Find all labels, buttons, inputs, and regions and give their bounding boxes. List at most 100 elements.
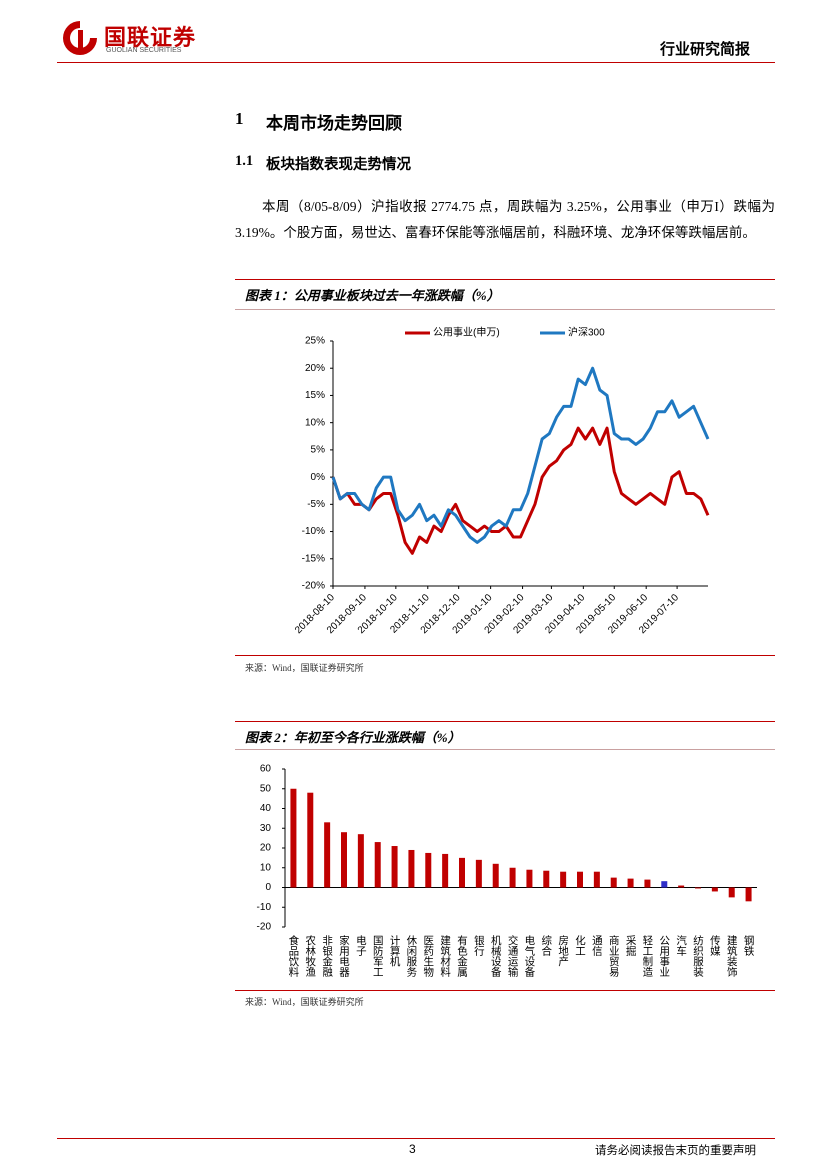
y-tick-label: 60: [260, 764, 272, 775]
figure-rule: [235, 279, 775, 280]
logo-text: 国联证券: [104, 26, 197, 51]
bar: [492, 863, 499, 888]
x-tick-label: 化工: [574, 934, 586, 956]
x-tick-label: 建筑材料: [439, 934, 451, 978]
y-tick-label: -10: [257, 902, 272, 913]
x-tick-label: 医药生物: [422, 935, 434, 978]
y-tick-label: 0%: [311, 472, 326, 483]
x-tick-label: 交通运输: [507, 934, 519, 978]
y-tick-label: 20: [260, 843, 272, 854]
y-tick-label: 5%: [311, 445, 326, 456]
logo-mark: [63, 21, 97, 55]
body-paragraph: 本周（8/05-8/09）沪指收报 2774.75 点，周跌幅为 3.25%，公…: [235, 199, 775, 240]
x-tick-label: 综合: [540, 934, 552, 957]
y-tick-label: -10%: [302, 526, 325, 537]
legend-label: 公用事业(申万): [433, 326, 500, 339]
line-chart: -20%-15%-10%-5%0%5%10%15%20%25%2018-08-1…: [293, 326, 710, 636]
legend-label: 沪深300: [568, 326, 605, 339]
x-tick-label: 农林牧渔: [304, 934, 316, 978]
figure-rule: [235, 655, 775, 656]
bar: [695, 887, 701, 889]
bar: [341, 832, 347, 888]
bar: [728, 887, 735, 898]
x-tick-label: 采掘: [625, 935, 637, 957]
bar-chart: -20 -10 0 10 20 30 40 50 60 食品饮料 农林牧渔 非银金融 家用电器 电子 国防军…: [257, 764, 757, 978]
y-tick-label: -20: [257, 922, 272, 933]
bar: [644, 879, 651, 888]
y-tick-label: 20%: [305, 363, 325, 374]
x-tick-label: 房地产: [557, 934, 569, 967]
bar: [661, 881, 668, 888]
x-tick-label: 纺织服装: [692, 934, 704, 978]
bar: [526, 869, 533, 888]
subsection-number: 1.1: [235, 153, 254, 169]
figure-caption: 图表 2：年初至今各行业涨跌幅（%）: [245, 730, 461, 745]
series-line: [331, 366, 710, 544]
x-tick-label: 汽车: [675, 934, 687, 957]
logo-subtext: GUOLIAN SECURITIES: [106, 47, 182, 54]
x-tick-label: 商业贸易: [608, 934, 620, 978]
bar: [678, 885, 685, 888]
bar: [543, 870, 550, 888]
bar: [357, 834, 364, 888]
bar: [560, 871, 567, 888]
x-tick-label: 通信: [591, 935, 603, 957]
bar: [324, 822, 331, 888]
figure-rule: [235, 990, 775, 991]
y-tick-label: 50: [260, 783, 272, 794]
subsection-title: 板块指数表现走势情况: [266, 157, 411, 173]
y-tick-label: 0: [265, 882, 271, 893]
bar: [711, 887, 718, 892]
footer-disclaimer: 请务必阅读报告末页的重要声明: [595, 1145, 756, 1157]
x-tick-label: 非银金融: [321, 935, 333, 978]
figure-caption: 图表 1：公用事业板块过去一年涨跌幅（%）: [245, 288, 500, 303]
bar: [745, 887, 752, 902]
y-tick-label: -5%: [307, 499, 325, 510]
x-tick-label: 家用电器: [338, 934, 350, 978]
x-tick-label: 轻工制造: [641, 934, 653, 977]
figure-rule: [235, 721, 775, 722]
x-tick-label: 建筑装饰: [726, 934, 738, 978]
y-tick-label: 15%: [305, 390, 325, 401]
bar: [610, 877, 617, 888]
x-tick-label: 计算机: [389, 934, 401, 967]
y-tick-label: -20%: [302, 581, 325, 592]
x-tick-label: 公用事业: [658, 935, 670, 977]
report-type: 行业研究简报: [660, 40, 751, 58]
bar: [475, 859, 482, 888]
bar: [290, 788, 297, 888]
bar: [442, 853, 449, 888]
bar: [577, 871, 583, 888]
bar: [425, 852, 432, 888]
page-number: 3: [409, 1142, 416, 1156]
section-number: 1: [235, 109, 244, 128]
bar: [391, 846, 398, 888]
series-line: [331, 426, 710, 555]
section-title: 本周市场走势回顾: [266, 114, 402, 133]
x-tick-label: 银行: [473, 934, 485, 957]
y-tick-label: 40: [260, 803, 272, 814]
figure-rule: [235, 749, 775, 750]
y-tick-label: 10%: [305, 417, 325, 428]
y-tick-label: 30: [260, 823, 272, 834]
y-tick-label: 10: [260, 862, 272, 873]
x-tick-label: 食品饮料: [287, 934, 299, 978]
x-tick-label: 休闲服务: [405, 935, 417, 978]
bar: [459, 857, 465, 888]
bar: [408, 849, 415, 888]
bar: [307, 792, 314, 888]
bar: [627, 878, 634, 888]
x-tick-label: 机械设备: [490, 934, 502, 978]
bar: [374, 842, 381, 888]
x-tick-label: 传媒: [709, 935, 721, 957]
x-tick-label: 国防军工: [372, 935, 384, 977]
y-tick-label: 25%: [305, 336, 325, 347]
figure-source: 来源：Wind，国联证券研究所: [245, 663, 364, 673]
x-tick-label: 有色金属: [456, 934, 468, 978]
figure-source: 来源：Wind，国联证券研究所: [245, 997, 364, 1007]
x-tick-label: 电气设备: [523, 934, 535, 978]
x-tick-label: 钢铁: [743, 934, 755, 957]
bar: [509, 867, 516, 888]
figure-rule: [235, 309, 775, 310]
